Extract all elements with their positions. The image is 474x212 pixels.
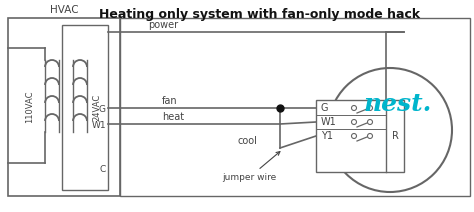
Text: Y1: Y1 bbox=[321, 131, 333, 141]
Text: HVAC: HVAC bbox=[50, 5, 78, 15]
Text: W1: W1 bbox=[321, 117, 337, 127]
Text: G: G bbox=[321, 103, 328, 113]
Text: C: C bbox=[100, 165, 106, 173]
Text: fan: fan bbox=[162, 96, 178, 106]
Text: W1: W1 bbox=[91, 120, 106, 130]
Text: nest.: nest. bbox=[364, 92, 432, 116]
Bar bbox=[316, 100, 404, 172]
Text: heat: heat bbox=[162, 112, 184, 122]
Text: Heating only system with fan-only mode hack: Heating only system with fan-only mode h… bbox=[100, 8, 420, 21]
Bar bbox=[120, 18, 470, 196]
Text: jumper wire: jumper wire bbox=[222, 152, 280, 182]
Text: 24VAC: 24VAC bbox=[92, 93, 101, 121]
Text: R: R bbox=[392, 131, 399, 141]
Text: G: G bbox=[99, 105, 106, 113]
Text: 110VAC: 110VAC bbox=[26, 91, 35, 123]
Bar bbox=[62, 25, 108, 190]
Text: cool: cool bbox=[238, 136, 258, 146]
Bar bbox=[8, 18, 120, 196]
Text: power: power bbox=[148, 20, 178, 30]
Circle shape bbox=[328, 68, 452, 192]
